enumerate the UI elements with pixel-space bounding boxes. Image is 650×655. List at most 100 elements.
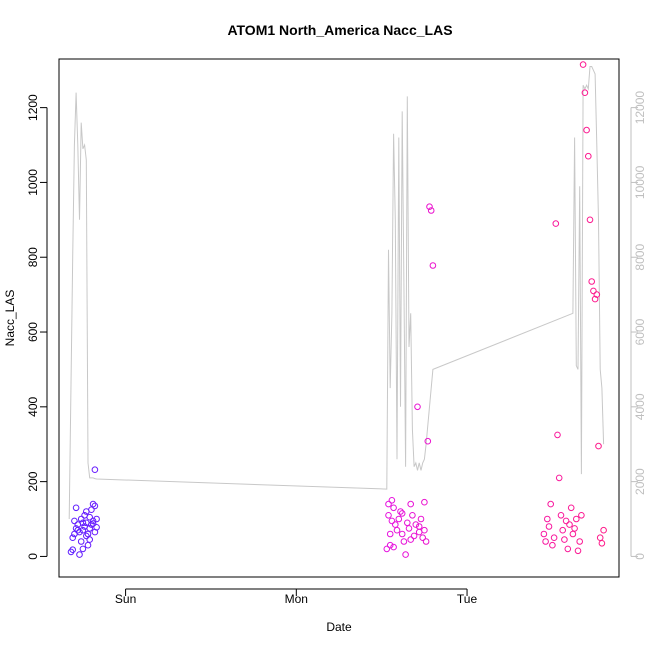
data-point <box>89 520 97 527</box>
data-point <box>74 526 82 534</box>
y-tick-label: 800 <box>26 247 40 267</box>
data-point <box>598 540 606 547</box>
data-point <box>89 500 97 508</box>
data-point <box>86 513 93 521</box>
data-point <box>549 541 556 549</box>
chart-title: ATOM1 North_America Nacc_LAS <box>227 22 452 38</box>
data-point <box>576 538 584 545</box>
data-point <box>77 538 85 545</box>
data-point <box>564 545 572 553</box>
data-point <box>79 519 87 527</box>
data-point <box>69 534 76 542</box>
data-point <box>91 502 99 510</box>
data-point <box>84 541 92 549</box>
data-point <box>586 216 594 224</box>
data-point <box>417 515 425 523</box>
data-point <box>573 515 580 523</box>
y-tick-label: 0 <box>26 553 40 560</box>
x-tick-label: Sun <box>115 592 136 606</box>
right-y-tick-label: 2000 <box>633 468 647 495</box>
data-point <box>600 526 607 534</box>
data-point <box>86 536 93 543</box>
data-point <box>421 526 428 534</box>
data-point <box>402 551 409 558</box>
data-point <box>407 536 415 543</box>
data-point <box>547 500 555 508</box>
data-point <box>392 521 399 528</box>
data-point <box>414 403 421 411</box>
y-tick-label: 600 <box>26 322 40 342</box>
x-tick-label: Mon <box>285 592 308 606</box>
data-point <box>421 498 428 506</box>
data-point <box>574 547 582 555</box>
x-axis: Sun Mon Tue <box>115 588 478 606</box>
data-point <box>388 497 396 504</box>
data-point <box>79 526 87 534</box>
data-point <box>593 291 601 298</box>
data-point <box>71 517 78 525</box>
y-tick-label: 200 <box>26 471 40 491</box>
data-point <box>386 541 394 549</box>
data-point <box>583 126 590 134</box>
y-axis: 0 200 400 600 800 1000 1200 <box>26 94 48 560</box>
data-point <box>561 536 568 543</box>
data-point <box>424 437 432 445</box>
data-point <box>86 525 93 532</box>
data-point <box>588 278 596 285</box>
line-series <box>68 66 605 520</box>
data-point <box>429 262 437 269</box>
data-point <box>405 525 413 532</box>
data-point <box>91 466 99 474</box>
data-point <box>77 515 85 523</box>
data-point <box>83 508 90 515</box>
data-point <box>398 530 406 538</box>
data-point <box>385 512 392 519</box>
x-axis-label: Date <box>326 620 352 634</box>
y-axis-label: Nacc_LAS <box>3 290 17 347</box>
y-tick-label: 400 <box>26 396 40 416</box>
data-point <box>554 431 561 439</box>
data-point <box>426 203 433 210</box>
data-point <box>550 534 558 542</box>
data-point <box>407 500 415 508</box>
data-point <box>422 538 430 545</box>
data-point <box>398 510 406 517</box>
data-point <box>395 515 403 523</box>
data-point <box>89 517 97 525</box>
right-y-tick-label: 12000 <box>633 91 647 125</box>
x-tick-label: Tue <box>457 592 478 606</box>
data-point <box>581 89 589 96</box>
data-point <box>579 61 587 68</box>
data-point <box>540 530 548 538</box>
data-point <box>388 517 396 525</box>
data-point <box>69 546 76 554</box>
data-point <box>559 526 567 534</box>
data-point <box>409 512 416 519</box>
data-point <box>83 532 90 540</box>
data-point <box>566 521 573 528</box>
data-point <box>415 523 423 530</box>
data-point <box>76 551 83 558</box>
data-point <box>88 521 95 528</box>
data-point <box>390 543 397 551</box>
data-point <box>585 152 592 160</box>
data-point <box>544 515 551 523</box>
data-point <box>552 220 560 227</box>
data-point <box>591 295 599 303</box>
data-point <box>596 534 604 542</box>
data-point <box>93 515 100 523</box>
data-point <box>385 500 392 508</box>
data-point <box>555 474 563 482</box>
data-point <box>400 538 408 545</box>
data-point <box>567 504 575 512</box>
y-tick-label: 1200 <box>26 94 40 121</box>
data-point <box>578 512 585 519</box>
right-y-tick-label: 4000 <box>633 393 647 420</box>
data-point <box>562 517 570 525</box>
data-point <box>393 526 401 534</box>
series-line <box>68 66 605 520</box>
data-point <box>93 524 100 531</box>
y-tick-label: 1000 <box>26 169 40 196</box>
